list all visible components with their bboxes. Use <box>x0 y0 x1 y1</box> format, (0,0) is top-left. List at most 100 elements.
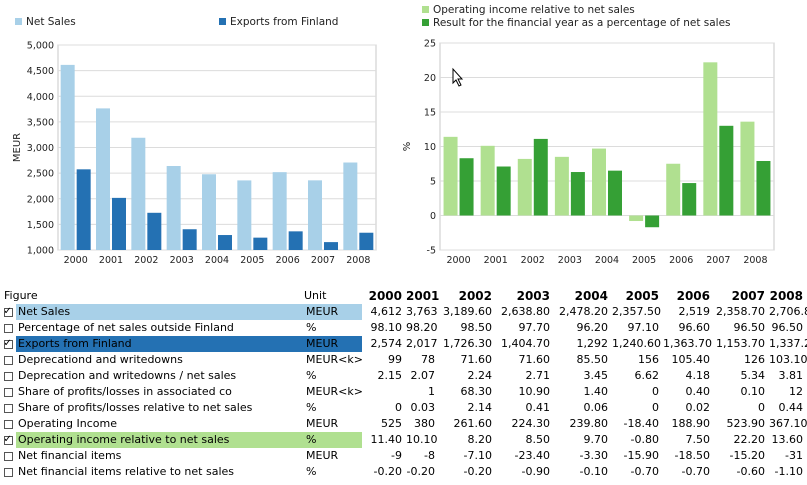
row-checkbox[interactable] <box>3 432 13 448</box>
row-checkbox[interactable] <box>3 419 13 429</box>
bar-series2-2008[interactable] <box>756 160 771 216</box>
bar-series1-2008[interactable] <box>343 162 358 250</box>
bar-series1-2001[interactable] <box>480 145 495 216</box>
row-checkbox[interactable] <box>3 304 13 320</box>
row-checkbox[interactable] <box>3 336 13 352</box>
row-value: 0.44 <box>778 401 804 414</box>
row-value: 68.30 <box>460 385 493 398</box>
bar-series2-2004[interactable] <box>218 235 232 250</box>
row-value: 0 <box>652 401 659 414</box>
row-value: 0 <box>758 401 765 414</box>
row-value: 13.60 <box>771 433 804 446</box>
y-tick-label: 3,000 <box>27 143 54 154</box>
table-row[interactable]: Net financial items MEUR -9 -8 -7.10 -23.40 -3… <box>0 448 807 464</box>
bar-series1-2000[interactable] <box>60 64 75 250</box>
row-value: 97.70 <box>518 321 551 334</box>
bar-series1-2002[interactable] <box>131 137 146 250</box>
bar-series1-2003[interactable] <box>166 166 181 250</box>
row-value: 3.81 <box>778 369 804 382</box>
table-row[interactable]: Share of profits/losses relative to net … <box>0 400 807 416</box>
row-value: -0.80 <box>630 433 659 446</box>
bar-series1-2001[interactable] <box>96 108 110 251</box>
bar-series1-2005[interactable] <box>629 215 644 222</box>
row-value: -23.40 <box>514 449 550 462</box>
row-value: 0.10 <box>740 385 766 398</box>
row-value: 156 <box>638 353 659 366</box>
row-checkbox[interactable] <box>3 387 13 397</box>
bar-series1-2003[interactable] <box>554 156 569 216</box>
y-tick-label: 4,500 <box>27 66 54 77</box>
bar-series1-2008[interactable] <box>740 121 755 216</box>
legend-label: Result for the financial year as a perce… <box>433 17 731 29</box>
row-value: 0 <box>395 401 402 414</box>
table-row[interactable]: Percentage of net sales outside Finland%… <box>0 320 807 336</box>
bar-series1-2007[interactable] <box>308 180 322 250</box>
bar-series2-2008[interactable] <box>359 232 374 250</box>
x-tick-label: 2000 <box>446 255 470 266</box>
bar-series2-2007[interactable] <box>719 125 734 216</box>
bar-series2-2001[interactable] <box>112 197 126 250</box>
bar-series2-2002[interactable] <box>533 138 548 216</box>
row-value: 1,726.30 <box>443 337 492 350</box>
row-checkbox[interactable] <box>3 323 13 333</box>
x-tick-label: 2003 <box>558 255 582 266</box>
row-checkbox-cell <box>0 384 16 400</box>
bar-series2-2000[interactable] <box>76 169 91 250</box>
bar-series1-2002[interactable] <box>517 158 532 216</box>
row-value: 1,153.70 <box>716 337 765 350</box>
table-row[interactable]: Net financial items relative to net sale… <box>0 464 807 480</box>
row-value: 6.62 <box>634 369 660 382</box>
row-unit: MEUR<k> <box>306 385 362 398</box>
y-axis-label: MEUR <box>12 133 23 162</box>
bar-series2-2005[interactable] <box>645 215 660 228</box>
bar-series2-2003[interactable] <box>182 229 197 250</box>
header-year: 2000 <box>368 289 402 303</box>
table-row[interactable]: Deprecation and writedowns / net sales% 2… <box>0 368 807 384</box>
row-value: 2,638.80 <box>501 305 550 318</box>
row-value: 2,574 <box>370 337 403 350</box>
row-value: 2.24 <box>467 369 493 382</box>
row-value: 2,519 <box>678 305 711 318</box>
row-value: 10.90 <box>518 385 551 398</box>
bar-series2-2006[interactable] <box>682 183 697 216</box>
x-tick-label: 2002 <box>521 255 545 266</box>
bar-series1-2000[interactable] <box>443 136 458 216</box>
row-checkbox[interactable] <box>3 467 13 477</box>
bar-series1-2005[interactable] <box>237 180 252 250</box>
bar-series1-2007[interactable] <box>703 62 718 216</box>
bar-series1-2006[interactable] <box>666 163 681 216</box>
bar-series1-2006[interactable] <box>272 172 287 250</box>
y-tick-label: 15 <box>424 108 436 119</box>
row-checkbox[interactable] <box>3 355 13 365</box>
row-figure-name: Percentage of net sales outside Finland <box>18 321 234 334</box>
x-tick-label: 2006 <box>669 255 693 266</box>
row-value: 9.70 <box>583 433 609 446</box>
table-row[interactable]: Share of profits/losses in associated co… <box>0 384 807 400</box>
header-year: 2001 <box>406 289 439 303</box>
table-row[interactable]: Operating Income MEUR 525 380 261.60 224.30 23… <box>0 416 807 432</box>
row-checkbox-cell <box>0 400 16 416</box>
x-tick-label: 2001 <box>484 255 508 266</box>
bar-series1-2004[interactable] <box>202 174 216 250</box>
bar-series2-2001[interactable] <box>496 166 511 216</box>
row-checkbox[interactable] <box>3 403 13 413</box>
row-value: -9 <box>391 449 402 462</box>
row-checkbox[interactable] <box>3 371 13 381</box>
bar-series2-2004[interactable] <box>608 170 622 216</box>
y-tick-label: 0 <box>430 211 436 222</box>
bar-series1-2004[interactable] <box>592 148 606 216</box>
table-row[interactable]: Operating income relative to net sales% 1… <box>0 432 807 448</box>
y-tick-label: 5,000 <box>27 41 54 52</box>
bar-series2-2007[interactable] <box>324 242 338 250</box>
table-row[interactable]: Deprecationd and writedowns MEUR<k> 99 78 71… <box>0 352 807 368</box>
bar-series2-2002[interactable] <box>147 212 162 250</box>
row-value: 4,612 <box>370 305 403 318</box>
bar-series2-2000[interactable] <box>459 158 474 216</box>
bar-series2-2005[interactable] <box>253 237 268 250</box>
bar-series2-2003[interactable] <box>570 172 585 216</box>
bar-series2-2006[interactable] <box>288 231 303 250</box>
header-year: 2005 <box>625 289 659 303</box>
row-checkbox[interactable] <box>3 451 13 461</box>
